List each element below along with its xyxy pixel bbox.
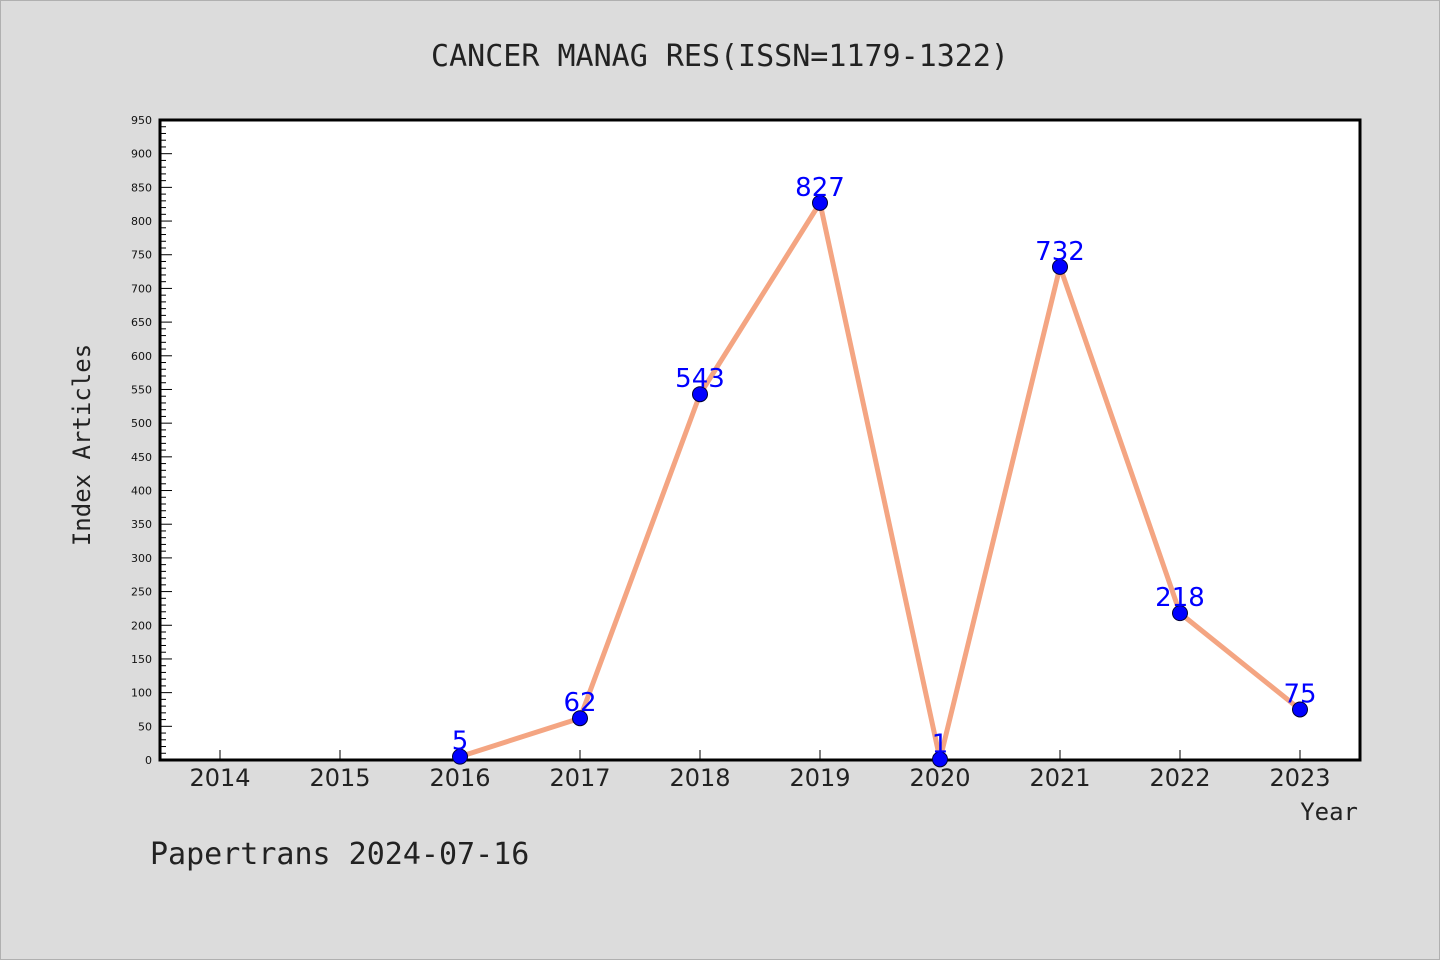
- data-label: 1: [932, 729, 949, 759]
- y-tick-label: 350: [131, 518, 152, 531]
- y-tick-label: 450: [131, 451, 152, 464]
- data-point: [572, 710, 588, 727]
- data-label: 543: [675, 364, 725, 394]
- y-tick-label: 150: [131, 653, 152, 666]
- x-tick-label: 2016: [429, 764, 490, 792]
- chart-title: CANCER MANAG RES(ISSN=1179-1322): [431, 39, 1009, 74]
- plot-area: [158, 118, 1362, 762]
- data-point: [692, 386, 708, 403]
- data-point: [1292, 701, 1308, 718]
- series-markers: [452, 194, 1308, 768]
- y-tick-label: 750: [131, 249, 152, 262]
- y-tick-label: 650: [131, 316, 152, 329]
- x-tick-label: 2021: [1029, 764, 1090, 792]
- data-labels: 5 62 543 827 1 732 218 75: [452, 173, 1317, 759]
- y-tick-label: 300: [131, 552, 152, 565]
- data-point: [1052, 258, 1068, 275]
- data-point: [452, 748, 468, 765]
- x-tick-label: 2022: [1149, 764, 1210, 792]
- data-label: 5: [452, 727, 469, 757]
- y-axis-label: Index Articles: [68, 344, 96, 546]
- y-axis: 0 50 100 150 200 250 300 350 400 450 500 550 600 650 7…: [131, 114, 172, 767]
- y-tick-label: 900: [131, 148, 152, 161]
- x-tick-label: 2015: [309, 764, 370, 792]
- y-tick-label: 0: [145, 754, 152, 767]
- x-tick-label: 2018: [669, 764, 730, 792]
- y-tick-label: 600: [131, 350, 152, 363]
- data-point: [932, 751, 948, 768]
- x-tick-label: 2019: [789, 764, 850, 792]
- y-tick-label: 800: [131, 215, 152, 228]
- data-label: 218: [1155, 583, 1205, 613]
- y-tick-label: 400: [131, 485, 152, 498]
- y-tick-label: 100: [131, 687, 152, 700]
- y-tick-label: 550: [131, 383, 152, 396]
- data-point: [812, 194, 828, 211]
- footer-text: Papertrans 2024-07-16: [150, 837, 529, 872]
- series-line: [459, 200, 1302, 762]
- y-tick-label: 950: [131, 114, 152, 127]
- y-tick-label: 250: [131, 586, 152, 599]
- x-tick-label: 2017: [549, 764, 610, 792]
- x-tick-label: 2020: [909, 764, 970, 792]
- x-axis-label: Year: [1300, 798, 1358, 826]
- data-label: 62: [563, 688, 596, 718]
- data-point: [1172, 605, 1188, 622]
- y-tick-label: 500: [131, 417, 152, 430]
- y-tick-label: 850: [131, 181, 152, 194]
- data-label: 827: [795, 173, 845, 203]
- x-tick-label: 2014: [189, 764, 250, 792]
- y-tick-label: 700: [131, 282, 152, 295]
- y-tick-label: 200: [131, 619, 152, 632]
- data-label: 75: [1283, 679, 1316, 709]
- data-label: 732: [1035, 237, 1085, 267]
- x-tick-label: 2023: [1269, 764, 1330, 792]
- y-tick-label: 50: [138, 720, 152, 733]
